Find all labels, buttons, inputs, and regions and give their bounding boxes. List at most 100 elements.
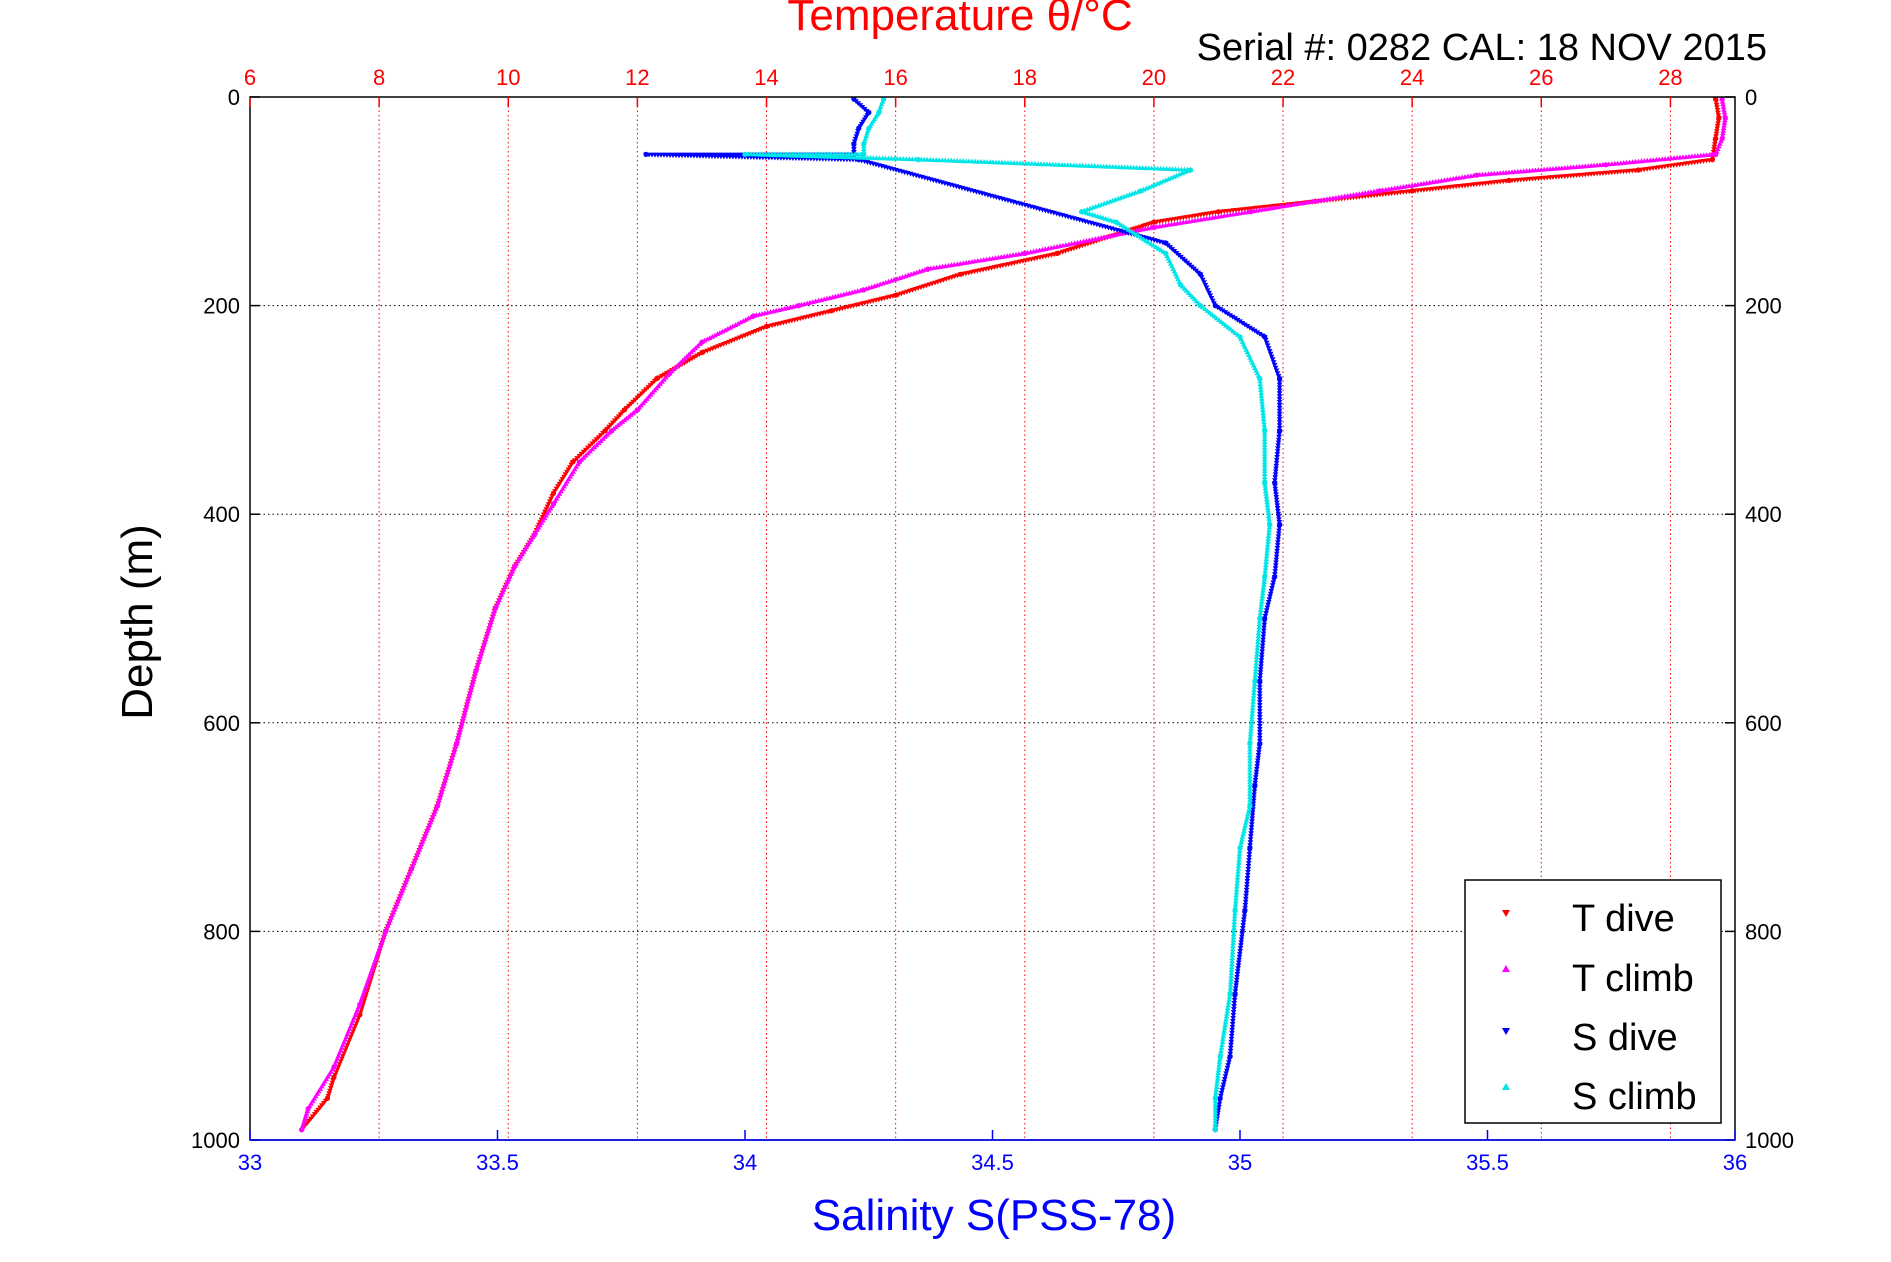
- data-point-s-dive: [1272, 480, 1278, 486]
- data-point-t-dive: [324, 1095, 331, 1101]
- data-point-s-climb: [1113, 219, 1119, 225]
- data-point-s-climb: [1232, 907, 1238, 914]
- data-point-s-climb: [1252, 678, 1258, 684]
- salinity-tick-label: 34: [733, 1150, 757, 1175]
- data-point-s-climb: [876, 110, 882, 116]
- data-point-s-climb: [742, 151, 748, 157]
- data-point-s-dive: [1277, 428, 1283, 434]
- data-point-t-dive: [1215, 209, 1222, 215]
- data-point-t-climb: [383, 928, 389, 935]
- data-point-s-dive: [1217, 1095, 1223, 1101]
- data-point-s-climb: [1262, 428, 1268, 434]
- data-point-s-dive: [1212, 303, 1218, 309]
- data-point-t-climb: [860, 287, 867, 293]
- data-point-s-dive: [1163, 240, 1169, 246]
- data-point-t-dive: [570, 459, 576, 465]
- data-point-t-climb: [1151, 224, 1157, 230]
- data-point-s-dive: [643, 151, 649, 157]
- data-point-t-climb: [634, 407, 641, 413]
- depth-tick-label-right: 1000: [1745, 1128, 1794, 1153]
- temperature-tick-label: 18: [1013, 65, 1037, 90]
- legend-marker-s-dive: [1502, 1028, 1510, 1035]
- data-point-s-dive: [856, 125, 862, 131]
- serial-annotation: Serial #: 0282 CAL: 18 NOV 2015: [1197, 27, 1767, 69]
- data-point-s-dive: [1262, 615, 1268, 622]
- data-point-s-dive: [1277, 376, 1283, 382]
- salinity-tick-label: 33.5: [476, 1150, 519, 1175]
- temperature-tick-label: 26: [1529, 65, 1553, 90]
- depth-tick-label-right: 200: [1745, 294, 1782, 319]
- data-point-s-climb: [1262, 480, 1268, 486]
- data-point-s-climb: [1247, 741, 1253, 747]
- data-point-t-climb: [531, 532, 537, 538]
- data-point-t-dive: [1716, 115, 1722, 121]
- data-point-s-dive: [1242, 907, 1248, 914]
- data-point-t-climb: [667, 370, 673, 376]
- temperature-tick-label: 14: [754, 65, 778, 90]
- data-point-s-climb: [1217, 1054, 1223, 1060]
- temperature-tick-label: 6: [244, 65, 256, 90]
- data-point-t-climb: [357, 1001, 363, 1008]
- temperature-tick-label: 24: [1400, 65, 1424, 90]
- data-point-s-climb: [1257, 376, 1263, 382]
- data-point-s-dive: [1257, 678, 1263, 684]
- data-point-t-climb: [492, 605, 498, 611]
- data-point-s-dive: [1232, 991, 1238, 997]
- data-point-s-climb: [881, 96, 887, 102]
- data-point-t-climb: [331, 1064, 337, 1070]
- temperature-tick-label: 12: [625, 65, 649, 90]
- data-point-t-climb: [1248, 209, 1254, 215]
- data-point-t-climb: [305, 1106, 311, 1112]
- depth-tick-label-left: 200: [203, 294, 240, 319]
- data-layer: [299, 96, 1729, 1133]
- data-point-t-climb: [434, 803, 440, 809]
- salinity-tick-label: 35: [1228, 1150, 1252, 1175]
- temperature-tick-label: 28: [1658, 65, 1682, 90]
- data-point-t-climb: [473, 668, 479, 674]
- temperature-tick-label: 20: [1142, 65, 1166, 90]
- depth-tick-label-left: 600: [203, 711, 240, 736]
- legend-label-t-dive: T dive: [1572, 898, 1675, 940]
- data-point-s-climb: [915, 157, 921, 163]
- data-point-t-dive: [1713, 136, 1719, 142]
- data-point-t-dive: [621, 407, 628, 413]
- data-point-t-dive: [699, 349, 705, 356]
- data-point-t-climb: [1722, 115, 1728, 121]
- data-point-t-climb: [299, 1127, 305, 1133]
- legend-label-s-climb: S climb: [1572, 1076, 1697, 1118]
- y-axis-title: Depth (m): [113, 524, 162, 720]
- data-point-t-dive: [331, 1074, 337, 1080]
- data-point-t-dive: [828, 308, 834, 314]
- depth-tick-label-left: 0: [228, 85, 240, 110]
- data-point-t-climb: [1713, 151, 1719, 157]
- data-point-t-climb: [925, 266, 931, 272]
- temperature-tick-label: 16: [883, 65, 907, 90]
- temperature-tick-label: 10: [496, 65, 520, 90]
- salinity-tick-label: 36: [1723, 1150, 1747, 1175]
- data-point-s-dive: [851, 141, 857, 147]
- data-point-s-climb: [1267, 522, 1273, 528]
- data-point-t-dive: [1709, 157, 1715, 163]
- data-point-s-climb: [866, 125, 872, 131]
- depth-tick-label-right: 0: [1745, 85, 1757, 110]
- data-point-s-climb: [1237, 845, 1243, 851]
- data-point-s-dive: [1247, 845, 1253, 851]
- bottom-axis-title: Salinity S(PSS-78): [812, 1191, 1176, 1240]
- legend-label-t-climb: T climb: [1572, 958, 1694, 1000]
- data-point-t-climb: [550, 501, 557, 507]
- data-point-t-climb: [576, 459, 582, 465]
- depth-tick-label-right: 600: [1745, 711, 1782, 736]
- data-point-t-dive: [893, 292, 899, 298]
- data-point-t-dive: [1409, 188, 1415, 194]
- data-point-s-dive: [851, 96, 857, 102]
- legend-marker-t-dive: [1502, 910, 1510, 917]
- data-point-s-climb: [1197, 303, 1203, 309]
- legend-box: [1464, 879, 1722, 1124]
- legend-marker-t-climb: [1502, 965, 1510, 972]
- data-point-s-dive: [866, 110, 872, 116]
- data-point-t-dive: [550, 490, 557, 496]
- series-s-dive: [643, 96, 1283, 1133]
- legend-label-s-dive: S dive: [1572, 1017, 1678, 1059]
- depth-tick-label-left: 1000: [191, 1128, 240, 1153]
